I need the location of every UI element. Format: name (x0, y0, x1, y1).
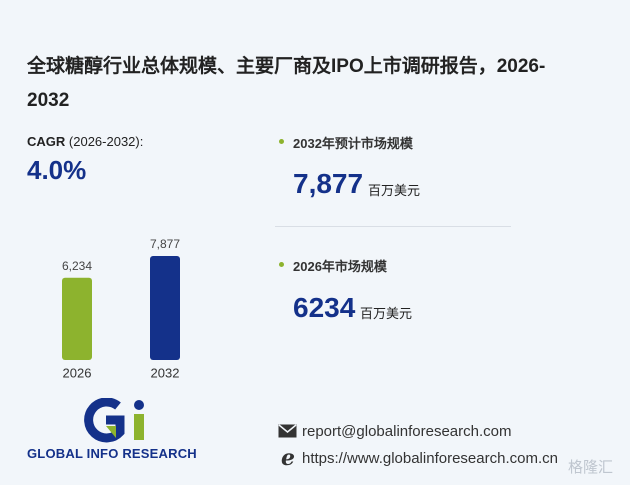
stat-unit: 百万美元 (360, 306, 413, 321)
stat-unit: 百万美元 (368, 183, 421, 198)
stat-label: 2032年预计市场规模 (293, 136, 413, 151)
web-glyph: e (281, 448, 295, 468)
category-label: 2026 (63, 365, 92, 380)
website: https://www.globalinforesearch.com.cn (302, 450, 558, 467)
logo-i-dot (134, 400, 144, 410)
category-label: 2032 (151, 365, 180, 380)
divider (275, 226, 511, 227)
stat-value: 6234 (293, 292, 356, 323)
cagr-label: CAGR (27, 134, 66, 149)
report-title: 全球糖醇行业总体规模、主要厂商及IPO上市调研报告，2026-2032 (27, 56, 546, 111)
bar-chart: 6,234 2026 7,877 2032 (62, 237, 180, 380)
cagr-period: (2026-2032): (68, 134, 144, 149)
envelope-flap (278, 424, 297, 433)
logo-mark (84, 398, 144, 443)
cagr-value: 4.0% (27, 155, 87, 185)
email-icon (278, 424, 297, 438)
bullet (279, 139, 284, 144)
email: report@globalinforesearch.com (302, 423, 512, 440)
cagr-line: CAGR (2026-2032): (27, 134, 143, 149)
bullet (279, 262, 284, 267)
watermark: 格隆汇 (568, 459, 614, 476)
bar (62, 277, 92, 360)
value-label: 7,877 (150, 237, 180, 251)
stat-label: 2026年市场规模 (293, 259, 387, 274)
web-icon: e (281, 448, 295, 468)
logo-text: GLOBAL INFO RESEARCH (27, 446, 197, 461)
logo-g-accent (106, 426, 116, 438)
stat-value: 7,877 (293, 168, 364, 199)
bar (150, 256, 180, 360)
value-label: 6,234 (62, 259, 92, 273)
logo-i (134, 414, 144, 440)
